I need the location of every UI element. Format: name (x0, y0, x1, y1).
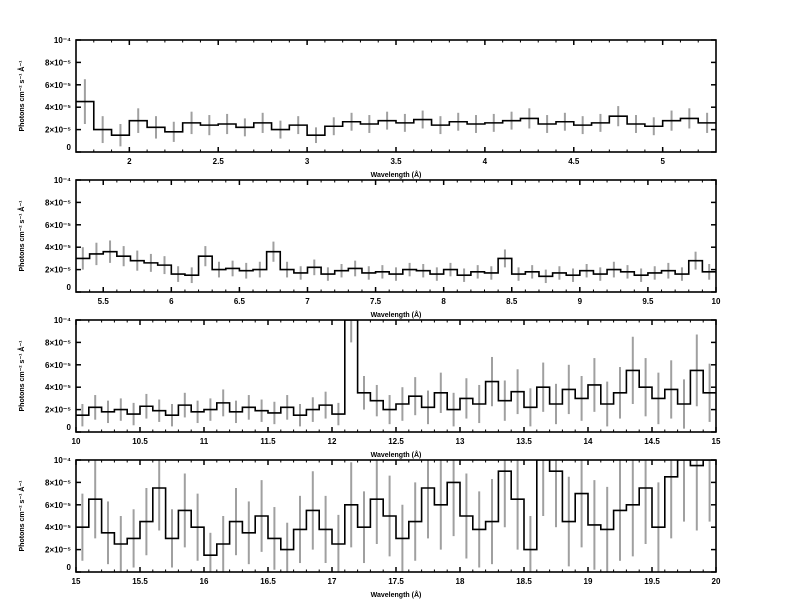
panel-4: 15 15.5 16 16.5 17 17.5 18 18.5 19 19.5 20 0 2×10⁻⁵ 4… (17, 456, 721, 599)
x-tick-label: 5.5 (98, 297, 110, 306)
x-tick-label: 16 (200, 577, 209, 586)
x-tick-label: 13 (456, 437, 465, 446)
x-tick-label: 11.5 (260, 437, 276, 446)
panel-1: 2 2.5 3 3.5 4 4.5 5 0 2×10⁻⁵ 4×10⁻⁵ 6×10⁻⁵ 8×10⁻⁵ 10… (17, 36, 717, 179)
y-tick-label: 2×10⁻⁵ (45, 266, 71, 275)
x-tick-label: 3 (305, 157, 310, 166)
x-tick-label: 10 (712, 297, 721, 306)
y-tick-label: 4×10⁻⁵ (45, 523, 71, 532)
plot-area (76, 79, 716, 147)
plot-frame (75, 39, 717, 153)
y-tick-label: 2×10⁻⁵ (45, 126, 71, 135)
y-axis-label: Photons cm⁻² s⁻¹ Å⁻¹ (17, 200, 26, 272)
x-tick-label: 4.5 (568, 157, 580, 166)
y-tick-label: 6×10⁻⁵ (45, 501, 71, 510)
x-tick-label: 17.5 (388, 577, 404, 586)
plot-frame (75, 179, 717, 293)
panel-2: 5.5 6 6.5 7 7.5 8 8.5 9 9.5 10 0 2×10⁻⁵ 4×10⁻⁵ 6×10⁻⁵… (17, 176, 721, 319)
y-tick-label: 8×10⁻⁵ (45, 58, 71, 67)
x-tick-label: 9.5 (642, 297, 654, 306)
x-axis-label: Wavelength (Å) (371, 590, 422, 599)
x-axis-label: Wavelength (Å) (371, 170, 422, 179)
x-tick-label: 3.5 (390, 157, 402, 166)
x-tick-label: 10.5 (132, 437, 148, 446)
y-tick-label: 2×10⁻⁵ (45, 406, 71, 415)
y-tick-label: 4×10⁻⁵ (45, 383, 71, 392)
x-tick-label: 2.5 (213, 157, 225, 166)
y-tick-label: 4×10⁻⁵ (45, 103, 71, 112)
y-tick-label: 6×10⁻⁵ (45, 221, 71, 230)
x-tick-label: 6.5 (234, 297, 246, 306)
x-axis-label: Wavelength (Å) (371, 310, 422, 319)
y-tick-label: 0 (67, 283, 72, 292)
x-tick-label: 15 (72, 577, 81, 586)
x-axis-label: Wavelength (Å) (371, 450, 422, 459)
y-tick-label: 10⁻⁴ (54, 36, 71, 45)
spectrum-step-line (76, 250, 716, 278)
y-tick-label: 10⁻⁴ (54, 456, 71, 465)
y-tick-label: 0 (67, 563, 72, 572)
x-tick-label: 8 (441, 297, 446, 306)
x-tick-label: 2 (127, 157, 132, 166)
plot-area (76, 320, 716, 429)
y-tick-label: 8×10⁻⁵ (45, 338, 71, 347)
x-tick-label: 14.5 (644, 437, 660, 446)
x-tick-label: 16.5 (260, 577, 276, 586)
x-tick-label: 8.5 (506, 297, 518, 306)
y-tick-label: 0 (67, 423, 72, 432)
panel-3: 10 10.5 11 11.5 12 12.5 13 13.5 14 14.5 15 0 2×10⁻⁵ 4… (17, 316, 721, 459)
x-tick-label: 15 (712, 437, 721, 446)
x-tick-label: 14 (584, 437, 593, 446)
x-tick-label: 19.5 (644, 577, 660, 586)
y-axis-label: Photons cm⁻² s⁻¹ Å⁻¹ (17, 480, 26, 552)
y-axis-label: Photons cm⁻² s⁻¹ Å⁻¹ (17, 60, 26, 132)
spectrum-step-line (76, 320, 716, 416)
x-tick-label: 12 (328, 437, 337, 446)
y-tick-label: 10⁻⁴ (54, 316, 71, 325)
x-tick-label: 5 (660, 157, 665, 166)
x-tick-label: 18.5 (516, 577, 532, 586)
y-axis-label: Photons cm⁻² s⁻¹ Å⁻¹ (17, 340, 26, 412)
x-tick-label: 4 (483, 157, 488, 166)
y-tick-label: 4×10⁻⁵ (45, 243, 71, 252)
x-tick-label: 12.5 (388, 437, 404, 446)
x-tick-label: 18 (456, 577, 465, 586)
x-tick-label: 20 (712, 577, 721, 586)
spectrum-step-line (76, 100, 716, 136)
y-tick-label: 2×10⁻⁵ (45, 546, 71, 555)
x-tick-label: 7 (305, 297, 310, 306)
y-tick-label: 0 (67, 143, 72, 152)
x-tick-label: 6 (169, 297, 174, 306)
x-tick-label: 19 (584, 577, 593, 586)
plot-area (76, 240, 716, 284)
x-tick-label: 17 (328, 577, 337, 586)
y-tick-label: 8×10⁻⁵ (45, 198, 71, 207)
y-tick-label: 10⁻⁴ (54, 176, 71, 185)
x-tick-label: 15.5 (132, 577, 148, 586)
x-tick-label: 13.5 (516, 437, 532, 446)
x-tick-label: 7.5 (370, 297, 382, 306)
x-tick-label: 9 (578, 297, 583, 306)
y-tick-label: 8×10⁻⁵ (45, 478, 71, 487)
spectrum-step-line (76, 460, 716, 556)
y-tick-label: 6×10⁻⁵ (45, 81, 71, 90)
plot-area (76, 460, 716, 572)
y-tick-label: 6×10⁻⁵ (45, 361, 71, 370)
x-tick-label: 11 (200, 437, 209, 446)
x-tick-label: 10 (72, 437, 81, 446)
